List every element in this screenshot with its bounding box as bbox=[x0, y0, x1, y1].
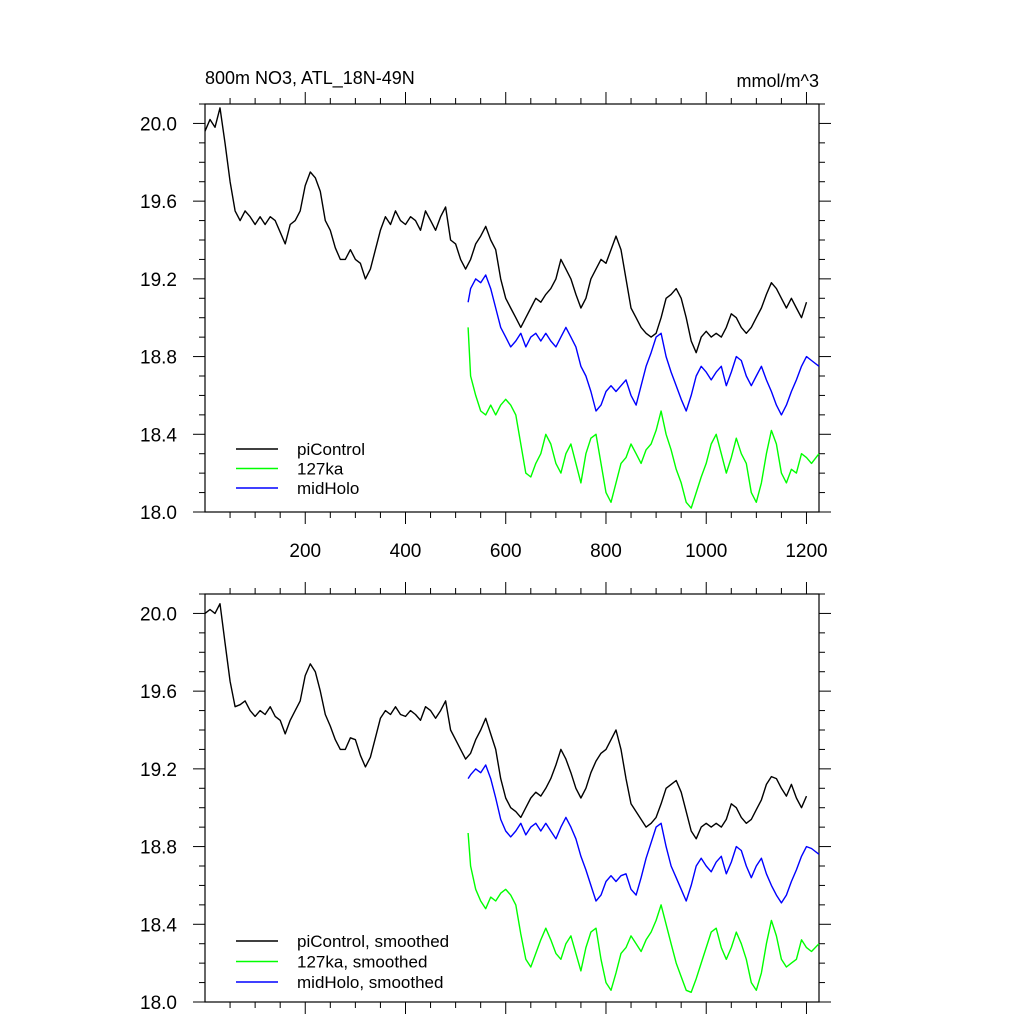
plot-frame bbox=[204, 103, 820, 513]
legend-label: piControl, smoothed bbox=[297, 932, 449, 951]
legend-label: midHolo bbox=[297, 479, 359, 498]
y-tick-label: 18.0 bbox=[140, 993, 177, 1014]
x-tick-label: 1200 bbox=[785, 541, 827, 562]
plot-frame bbox=[204, 593, 820, 1003]
legend-label: 127ka bbox=[297, 460, 344, 479]
y-tick-label: 18.0 bbox=[140, 503, 177, 524]
y-tick-label: 20.0 bbox=[140, 114, 177, 135]
chart-title: 800m NO3, ATL_18N-49N bbox=[205, 68, 415, 89]
y-tick-label: 18.8 bbox=[140, 348, 177, 369]
y-tick-label: 19.6 bbox=[140, 192, 177, 213]
y-tick-label: 19.6 bbox=[140, 682, 177, 703]
legend-label: 127ka, smoothed bbox=[297, 953, 427, 972]
series-line-midholo bbox=[467, 274, 820, 416]
units-label: mmol/m^3 bbox=[737, 71, 819, 91]
series-line-picontrol bbox=[204, 107, 808, 354]
x-tick-label: 200 bbox=[289, 541, 321, 562]
legend-label: midHolo, smoothed bbox=[297, 973, 443, 992]
series-line-midholo-smoothed bbox=[467, 764, 820, 904]
series-line-127ka bbox=[467, 327, 820, 509]
x-tick-label: 800 bbox=[590, 541, 622, 562]
bottom-panel: 18.0 18.4 18.8 19.2 19.6 20.0 piControl, smoot… bbox=[140, 582, 831, 1014]
y-tick-label: 18.4 bbox=[140, 425, 177, 446]
y-tick-label: 18.8 bbox=[140, 838, 177, 859]
y-tick-label: 19.2 bbox=[140, 760, 177, 781]
y-tick-label: 20.0 bbox=[140, 604, 177, 625]
legend-label: piControl bbox=[297, 440, 365, 459]
top-panel: 18.0 18.4 18.8 19.2 19.6 20.0 200 400 600 800 1000… bbox=[140, 68, 831, 562]
series-line-127ka-smoothed bbox=[467, 832, 820, 993]
y-tick-label: 18.4 bbox=[140, 915, 177, 936]
x-tick-label: 600 bbox=[490, 541, 522, 562]
x-tick-label: 400 bbox=[390, 541, 422, 562]
series-line-picontrol-smoothed bbox=[204, 603, 808, 840]
x-tick-label: 1000 bbox=[685, 541, 727, 562]
y-tick-label: 19.2 bbox=[140, 270, 177, 291]
